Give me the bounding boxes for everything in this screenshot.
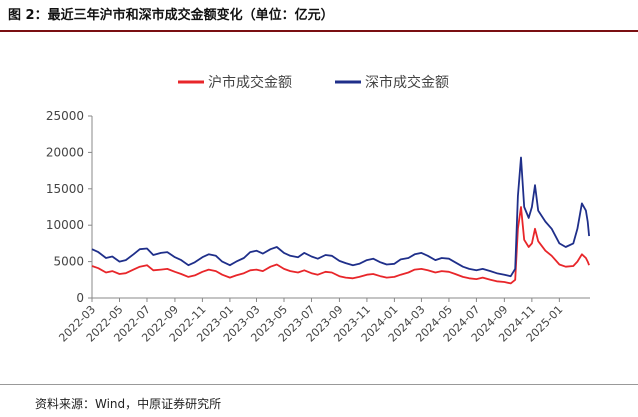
legend-label-1: 深市成交金额 <box>365 74 449 91</box>
title-divider <box>0 30 638 32</box>
series-group <box>91 156 590 285</box>
legend-label-0: 沪市成交金额 <box>208 74 292 91</box>
y-tick-label: 15000 <box>46 182 84 196</box>
y-tick-label: 5000 <box>53 255 84 269</box>
y-axis: 0 5000 10000 15000 20000 25000 <box>46 109 93 305</box>
line-chart: 沪市成交金额 深市成交金额 0 5000 10000 15000 20000 25000 2… <box>46 74 590 345</box>
source-note: 资料来源：Wind，中原证券研究所 <box>35 397 222 411</box>
series-line-1 <box>91 156 590 278</box>
source-divider <box>0 384 638 385</box>
figure-title: 图 2：最近三年沪市和深市成交金额变化（单位：亿元） <box>8 8 334 23</box>
series-line-0 <box>91 206 590 285</box>
legend: 沪市成交金额 深市成交金额 <box>178 74 449 91</box>
x-axis: 2022-032022-052022-072022-092022-112023-… <box>56 297 590 345</box>
y-tick-label: 20000 <box>46 145 84 159</box>
y-tick-label: 25000 <box>46 109 84 123</box>
y-tick-label: 0 <box>76 291 84 305</box>
y-tick-label: 10000 <box>46 218 84 232</box>
